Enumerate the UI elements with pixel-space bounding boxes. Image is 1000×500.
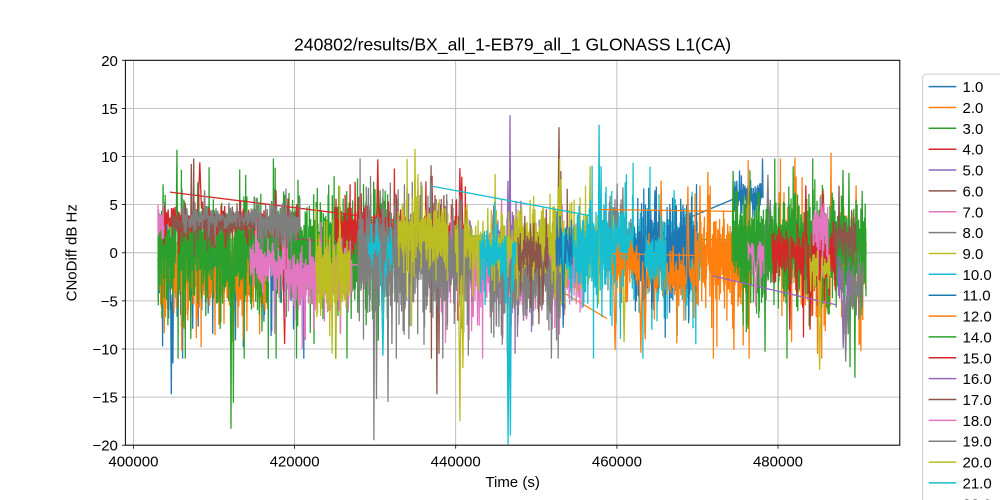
svg-text:9.0: 9.0 <box>963 246 984 263</box>
svg-text:4.0: 4.0 <box>963 142 984 159</box>
svg-text:440000: 440000 <box>431 453 481 470</box>
svg-text:420000: 420000 <box>270 453 320 470</box>
svg-text:8.0: 8.0 <box>963 225 984 242</box>
svg-text:18.0: 18.0 <box>963 413 992 430</box>
svg-text:12.0: 12.0 <box>963 309 992 326</box>
svg-text:16.0: 16.0 <box>963 371 992 388</box>
svg-text:11.0: 11.0 <box>963 288 991 305</box>
svg-text:5.0: 5.0 <box>963 163 984 180</box>
svg-text:14.0: 14.0 <box>963 329 992 346</box>
svg-text:1.0: 1.0 <box>963 79 984 96</box>
svg-text:17.0: 17.0 <box>963 392 992 409</box>
svg-text:7.0: 7.0 <box>963 204 984 221</box>
svg-text:21.0: 21.0 <box>963 475 992 492</box>
svg-text:20: 20 <box>101 53 118 70</box>
svg-text:480000: 480000 <box>753 453 803 470</box>
svg-text:CNoDiff dB Hz: CNoDiff dB Hz <box>64 204 81 301</box>
svg-text:240802/results/BX_all_1-EB79_a: 240802/results/BX_all_1-EB79_all_1 GLONA… <box>294 35 731 56</box>
svg-text:0: 0 <box>110 245 118 262</box>
svg-text:2.0: 2.0 <box>963 100 984 117</box>
svg-text:19.0: 19.0 <box>963 434 992 451</box>
svg-text:22.0: 22.0 <box>963 496 992 500</box>
svg-text:Time (s): Time (s) <box>485 474 539 491</box>
svg-text:400000: 400000 <box>108 453 158 470</box>
svg-text:10: 10 <box>101 149 118 166</box>
svg-text:15.0: 15.0 <box>963 350 992 367</box>
svg-text:−20: −20 <box>92 438 117 455</box>
svg-text:20.0: 20.0 <box>963 455 992 472</box>
svg-text:−5: −5 <box>101 293 118 310</box>
svg-text:3.0: 3.0 <box>963 121 984 138</box>
svg-text:460000: 460000 <box>592 453 642 470</box>
svg-text:−15: −15 <box>92 390 117 407</box>
svg-text:6.0: 6.0 <box>963 183 984 200</box>
svg-text:−10: −10 <box>92 342 117 359</box>
svg-text:5: 5 <box>110 197 118 214</box>
svg-text:10.0: 10.0 <box>963 267 992 284</box>
svg-text:15: 15 <box>101 101 118 118</box>
